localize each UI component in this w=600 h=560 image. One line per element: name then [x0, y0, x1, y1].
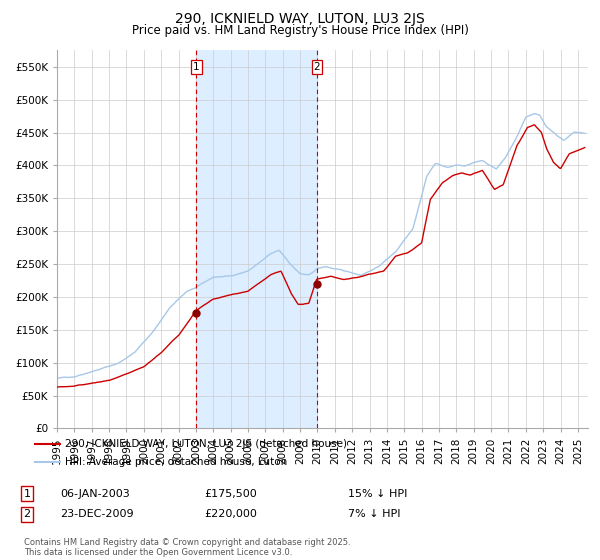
- Text: Price paid vs. HM Land Registry's House Price Index (HPI): Price paid vs. HM Land Registry's House …: [131, 24, 469, 36]
- Text: 290, ICKNIELD WAY, LUTON, LU3 2JS (detached house): 290, ICKNIELD WAY, LUTON, LU3 2JS (detac…: [65, 439, 347, 449]
- Text: 15% ↓ HPI: 15% ↓ HPI: [348, 489, 407, 499]
- Text: £220,000: £220,000: [204, 509, 257, 519]
- Text: 2: 2: [314, 62, 320, 72]
- Text: 1: 1: [23, 489, 31, 499]
- Text: 1: 1: [193, 62, 199, 72]
- Text: Contains HM Land Registry data © Crown copyright and database right 2025.
This d: Contains HM Land Registry data © Crown c…: [24, 538, 350, 557]
- Bar: [196, 50, 317, 428]
- Text: £175,500: £175,500: [204, 489, 257, 499]
- Text: 290, ICKNIELD WAY, LUTON, LU3 2JS: 290, ICKNIELD WAY, LUTON, LU3 2JS: [175, 12, 425, 26]
- Text: 7% ↓ HPI: 7% ↓ HPI: [348, 509, 401, 519]
- Text: HPI: Average price, detached house, Luton: HPI: Average price, detached house, Luto…: [65, 457, 287, 467]
- Text: 06-JAN-2003: 06-JAN-2003: [60, 489, 130, 499]
- Text: 23-DEC-2009: 23-DEC-2009: [60, 509, 134, 519]
- Text: 2: 2: [23, 509, 31, 519]
